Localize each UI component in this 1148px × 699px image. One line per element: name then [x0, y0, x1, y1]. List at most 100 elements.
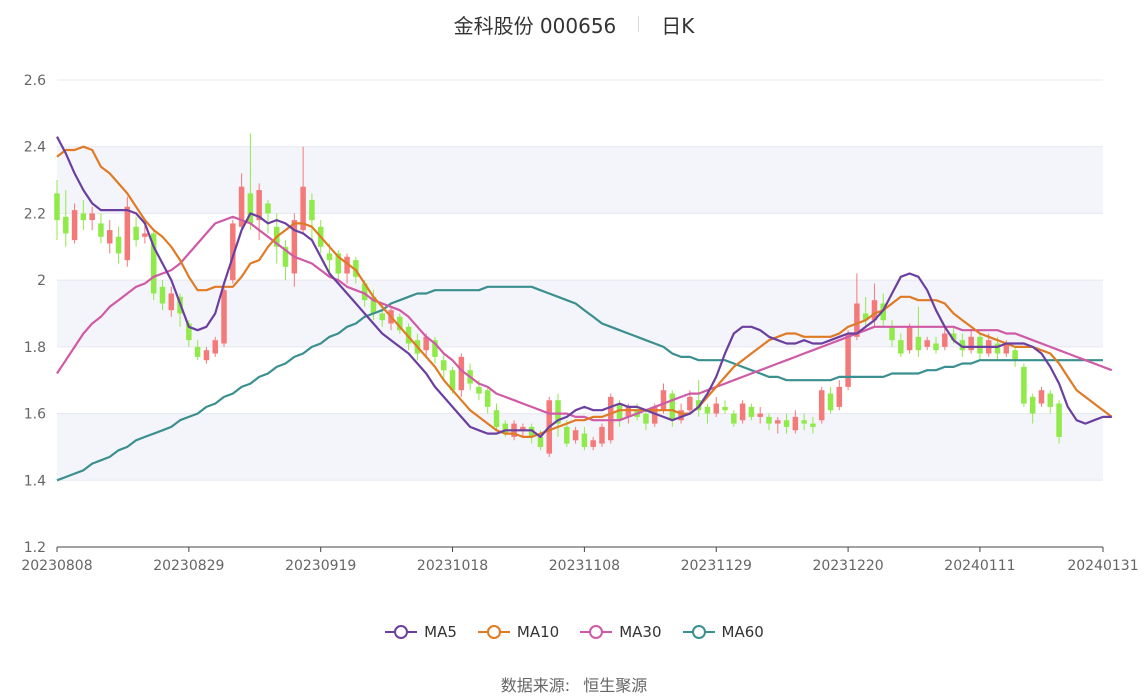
candle-body: [906, 326, 913, 351]
candle-body: [722, 406, 728, 411]
candle: [212, 336, 218, 357]
candle-body: [783, 420, 790, 427]
candle: [458, 353, 465, 397]
candle-body: [748, 406, 755, 417]
x-tick-label: 20231129: [681, 558, 752, 574]
candle-body: [678, 410, 684, 421]
candle-body: [423, 336, 429, 351]
candle-body: [291, 220, 298, 274]
candle: [221, 283, 227, 347]
candle: [845, 330, 851, 391]
candle: [282, 240, 289, 281]
candle: [397, 313, 403, 334]
candle: [71, 203, 78, 244]
candle-body: [106, 230, 113, 244]
grid-band: [57, 413, 1103, 481]
candle-body: [353, 260, 359, 277]
candle-body: [80, 213, 87, 221]
candle: [801, 413, 807, 431]
candle-body: [643, 413, 649, 424]
candle: [1047, 390, 1054, 414]
candle: [555, 393, 561, 437]
candle: [309, 193, 315, 241]
candle-body: [818, 390, 825, 421]
candle-body: [282, 246, 289, 267]
chart-legend: MA5 MA10 MA30 MA60: [0, 620, 1148, 644]
candle: [115, 226, 122, 264]
candle: [1056, 400, 1062, 444]
candle: [599, 423, 605, 447]
x-tick-label: 20230919: [285, 558, 356, 574]
candle: [230, 220, 236, 284]
candle-body: [238, 186, 245, 227]
source-value: 恒生聚源: [583, 676, 648, 695]
candle-body: [194, 346, 201, 357]
candle: [572, 426, 579, 444]
y-tick-label: 2.4: [24, 140, 46, 156]
candle-body: [845, 333, 851, 387]
candle-body: [968, 336, 974, 351]
candle-body: [256, 190, 262, 221]
candle: [89, 206, 95, 231]
candle: [441, 353, 447, 381]
candle-body: [827, 393, 834, 411]
candle-body: [212, 340, 218, 354]
candle: [757, 406, 763, 424]
legend-item-ma60[interactable]: MA60: [682, 623, 764, 641]
candle-body: [942, 333, 948, 347]
candle: [792, 410, 799, 434]
candle-body: [1047, 393, 1054, 407]
candle-body: [1056, 403, 1062, 437]
candle-body: [458, 356, 465, 391]
x-tick-label: 20231220: [812, 558, 883, 574]
candle: [739, 400, 746, 424]
candle: [933, 336, 939, 354]
candle-body: [713, 403, 719, 414]
candle: [827, 386, 834, 414]
candle: [63, 190, 69, 247]
candle-body: [1012, 350, 1018, 361]
legend-ma10-label: MA10: [516, 623, 560, 641]
ma-line-ma30: [56, 215, 1113, 422]
candle-body: [924, 340, 930, 347]
candle: [124, 196, 131, 267]
candle-body: [441, 360, 447, 371]
candle: [168, 286, 175, 317]
candle: [775, 416, 781, 434]
candle-body: [537, 436, 544, 447]
candle: [942, 326, 948, 351]
candle-body: [432, 340, 438, 357]
ma-line-ma5: [56, 136, 1112, 438]
candle-body: [854, 303, 860, 337]
candle-body: [54, 193, 60, 221]
candle-body: [133, 226, 139, 241]
ma-line-ma10: [56, 145, 1113, 438]
legend-item-ma5[interactable]: MA5: [384, 623, 457, 641]
legend-item-ma10[interactable]: MA10: [477, 623, 559, 641]
legend-item-ma30[interactable]: MA30: [579, 623, 662, 641]
candle: [854, 273, 860, 341]
candle-body: [915, 336, 922, 351]
candle-body: [555, 400, 561, 424]
candle: [159, 280, 166, 311]
x-tick-label: 20231108: [549, 558, 620, 574]
candle: [608, 393, 614, 444]
x-tick-label: 20230829: [153, 558, 224, 574]
candle-body: [862, 313, 869, 321]
candle-body: [1003, 343, 1010, 354]
candle: [1021, 363, 1027, 407]
candle: [731, 410, 737, 427]
candle: [660, 383, 667, 414]
candle-body: [581, 433, 588, 447]
candle: [203, 346, 210, 364]
candle: [142, 223, 148, 244]
grid-band: [57, 146, 1103, 214]
y-tick-label: 1.8: [24, 340, 46, 356]
candle: [704, 403, 711, 424]
candle-body: [599, 426, 605, 444]
candle: [889, 320, 895, 347]
candle-body: [71, 210, 78, 241]
candle-body: [871, 300, 878, 321]
candle-body: [150, 233, 157, 294]
